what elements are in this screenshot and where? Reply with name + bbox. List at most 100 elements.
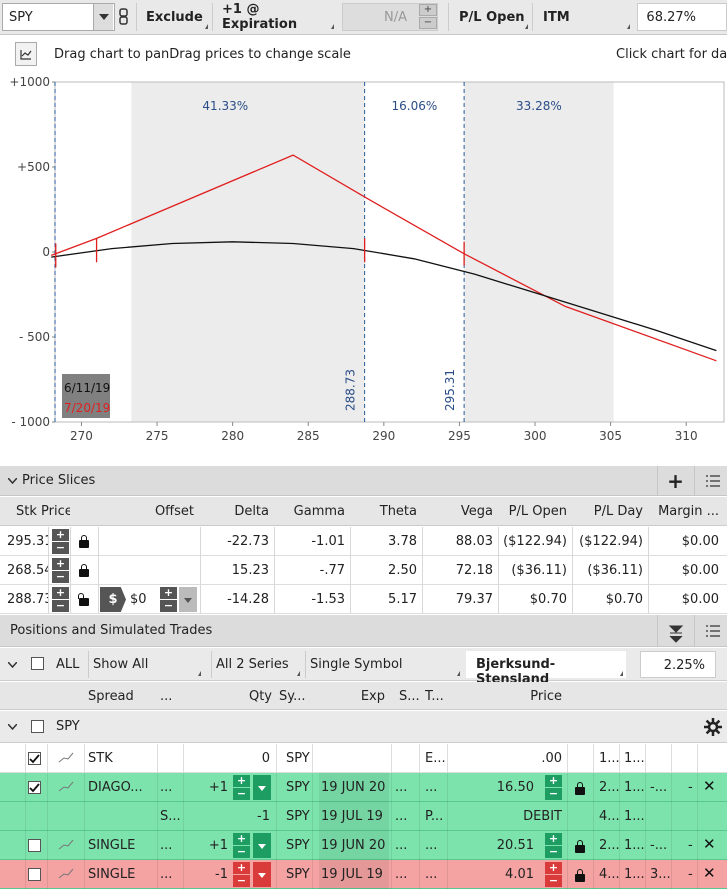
col-vega[interactable]: Vega bbox=[460, 504, 493, 519]
position-price[interactable]: 4.01 bbox=[505, 867, 534, 882]
collapse-chevron-icon[interactable] bbox=[8, 478, 17, 484]
col-pl-open[interactable]: P/L Open bbox=[508, 504, 567, 519]
col-stk-price[interactable]: Stk Price bbox=[16, 504, 70, 519]
col-gamma[interactable]: Gamma bbox=[293, 504, 345, 519]
spread-type[interactable]: SINGLE bbox=[88, 867, 136, 882]
series-dropdown[interactable]: All 2 Series bbox=[211, 651, 303, 678]
price-increment-button[interactable]: + bbox=[545, 862, 562, 874]
price-decrement-button[interactable]: − bbox=[545, 788, 562, 800]
price-slice-row[interactable]: 295.31 + − -22.73 -1.01 3.78 88.03 ($122.94) ($1… bbox=[0, 527, 727, 556]
exclude-dropdown[interactable]: Exclude bbox=[136, 3, 210, 31]
link-icon[interactable] bbox=[118, 8, 130, 26]
gear-icon[interactable] bbox=[703, 717, 723, 737]
offset-increment-button[interactable]: + bbox=[160, 587, 177, 599]
unlock-icon[interactable] bbox=[78, 593, 89, 606]
position-qty[interactable]: +1 bbox=[208, 838, 228, 853]
collapse-all-button[interactable] bbox=[657, 615, 693, 647]
col-pl-day[interactable]: P/L Day bbox=[593, 504, 643, 519]
col-s[interactable]: S... bbox=[399, 688, 419, 704]
price-slice-row[interactable]: 288.73 + − $ $0 + − -14.28 -1.53 5.17 79.37 $0.70 $0… bbox=[0, 585, 727, 614]
position-strike[interactable]: ... bbox=[395, 809, 408, 824]
position-dots[interactable]: S... bbox=[160, 809, 181, 824]
position-price[interactable]: DEBIT bbox=[523, 809, 562, 824]
spread-type[interactable] bbox=[88, 802, 154, 831]
col-symbol[interactable]: Sy... bbox=[279, 688, 306, 704]
dollar-mode-button[interactable]: $ bbox=[100, 587, 126, 612]
position-type[interactable]: P... bbox=[425, 809, 444, 824]
qty-dropdown[interactable] bbox=[253, 862, 271, 887]
qty-decrement-button[interactable]: − bbox=[233, 846, 250, 858]
slice-offset[interactable]: $0 bbox=[130, 592, 147, 607]
position-dots[interactable]: ... bbox=[160, 867, 173, 882]
price-decrement-button[interactable]: − bbox=[545, 875, 562, 887]
qty-decrement-button[interactable]: − bbox=[233, 788, 250, 800]
symbol-dropdown-button[interactable] bbox=[93, 4, 113, 30]
slice-price[interactable]: 268.54 bbox=[7, 563, 48, 578]
qty-increment-button[interactable]: + bbox=[233, 862, 250, 874]
na-decrement-button[interactable]: − bbox=[419, 17, 437, 29]
col-margin[interactable]: Margin ... bbox=[658, 504, 719, 519]
position-qty[interactable]: 0 bbox=[261, 751, 270, 766]
position-price[interactable]: 16.50 bbox=[496, 780, 534, 795]
col-delta[interactable]: Delta bbox=[234, 504, 269, 519]
price-decrement-button[interactable]: − bbox=[52, 542, 69, 554]
spread-type[interactable]: STK bbox=[88, 751, 113, 766]
positions-menu-button[interactable] bbox=[694, 615, 727, 647]
qty-increment-button[interactable]: + bbox=[233, 775, 250, 787]
position-strike[interactable] bbox=[395, 744, 415, 773]
pl-open-dropdown[interactable]: P/L Open bbox=[448, 3, 530, 31]
close-icon[interactable]: ✕ bbox=[703, 864, 716, 882]
itm-percent-field[interactable]: 68.27% bbox=[637, 3, 727, 31]
position-strike[interactable]: ... bbox=[395, 780, 408, 795]
col-qty[interactable]: Qty bbox=[248, 688, 272, 704]
offset-dropdown[interactable] bbox=[179, 587, 197, 612]
itm-dropdown[interactable]: ITM bbox=[532, 3, 632, 31]
chart-line-icon[interactable] bbox=[58, 781, 74, 793]
position-checkbox[interactable] bbox=[28, 868, 41, 881]
collapse-chevron-icon[interactable] bbox=[8, 724, 17, 730]
position-price[interactable]: .00 bbox=[541, 751, 562, 766]
close-icon[interactable]: ✕ bbox=[703, 835, 716, 853]
chart-line-icon[interactable] bbox=[58, 752, 74, 764]
position-qty[interactable]: -1 bbox=[215, 867, 228, 882]
spread-type[interactable]: SINGLE bbox=[88, 838, 136, 853]
position-strike[interactable]: ... bbox=[395, 867, 408, 882]
price-slice-row[interactable]: 268.54 + − 15.23 -.77 2.50 72.18 ($36.11) ($36.1… bbox=[0, 556, 727, 585]
lock-icon[interactable] bbox=[575, 840, 585, 853]
col-exp[interactable]: Exp bbox=[360, 688, 385, 704]
position-checkbox[interactable] bbox=[28, 781, 41, 794]
lock-icon[interactable] bbox=[79, 535, 89, 548]
chart-line-icon[interactable] bbox=[58, 868, 74, 880]
close-icon[interactable]: ✕ bbox=[703, 777, 716, 795]
price-increment-button[interactable]: + bbox=[545, 833, 562, 845]
col-t[interactable]: T... bbox=[425, 688, 444, 704]
position-type[interactable]: ... bbox=[425, 867, 438, 882]
add-slice-button[interactable]: + bbox=[657, 466, 693, 496]
na-increment-button[interactable]: + bbox=[419, 4, 437, 16]
col-theta[interactable]: Theta bbox=[379, 504, 417, 519]
qty-dropdown[interactable] bbox=[253, 775, 271, 800]
position-row[interactable]: SINGLE... -1 + − SPY 19 JUL 19...... 4.01 + −4..… bbox=[0, 860, 727, 889]
qty-dropdown[interactable] bbox=[253, 833, 271, 858]
price-increment-button[interactable]: + bbox=[52, 558, 69, 570]
position-checkbox[interactable] bbox=[28, 839, 41, 852]
price-decrement-button[interactable]: − bbox=[545, 846, 562, 858]
lock-icon[interactable] bbox=[79, 564, 89, 577]
position-row[interactable]: STK 0 SPY E... .00 1... 1... bbox=[0, 744, 727, 773]
position-exp[interactable] bbox=[319, 744, 389, 773]
position-type[interactable]: E... bbox=[425, 751, 445, 766]
lock-icon[interactable] bbox=[575, 869, 585, 882]
slice-price[interactable]: 295.31 bbox=[7, 534, 48, 549]
expiration-dropdown[interactable]: +1 @ Expiration bbox=[212, 2, 336, 32]
position-row[interactable]: DIAGO...... +1 + − SPY 19 JUN 20...... 16.50 + −… bbox=[0, 773, 727, 802]
risk-profile-svg[interactable]: +1000 +500 0 - 500 - 1000 270 275 280 285 290 295 3… bbox=[0, 74, 727, 462]
position-strike[interactable]: ... bbox=[395, 838, 408, 853]
position-type[interactable]: ... bbox=[425, 838, 438, 853]
risk-profile-chart[interactable]: +1000 +500 0 - 500 - 1000 270 275 280 285 290 295 3… bbox=[0, 74, 727, 462]
pricing-model-dropdown[interactable]: Bjerksund-Stensland bbox=[466, 651, 626, 687]
position-group-spy[interactable]: SPY bbox=[0, 711, 727, 743]
position-dots[interactable]: ... bbox=[160, 780, 173, 795]
group-checkbox[interactable] bbox=[31, 720, 44, 733]
position-price[interactable]: 20.51 bbox=[496, 838, 534, 853]
position-dots[interactable]: ... bbox=[160, 838, 173, 853]
